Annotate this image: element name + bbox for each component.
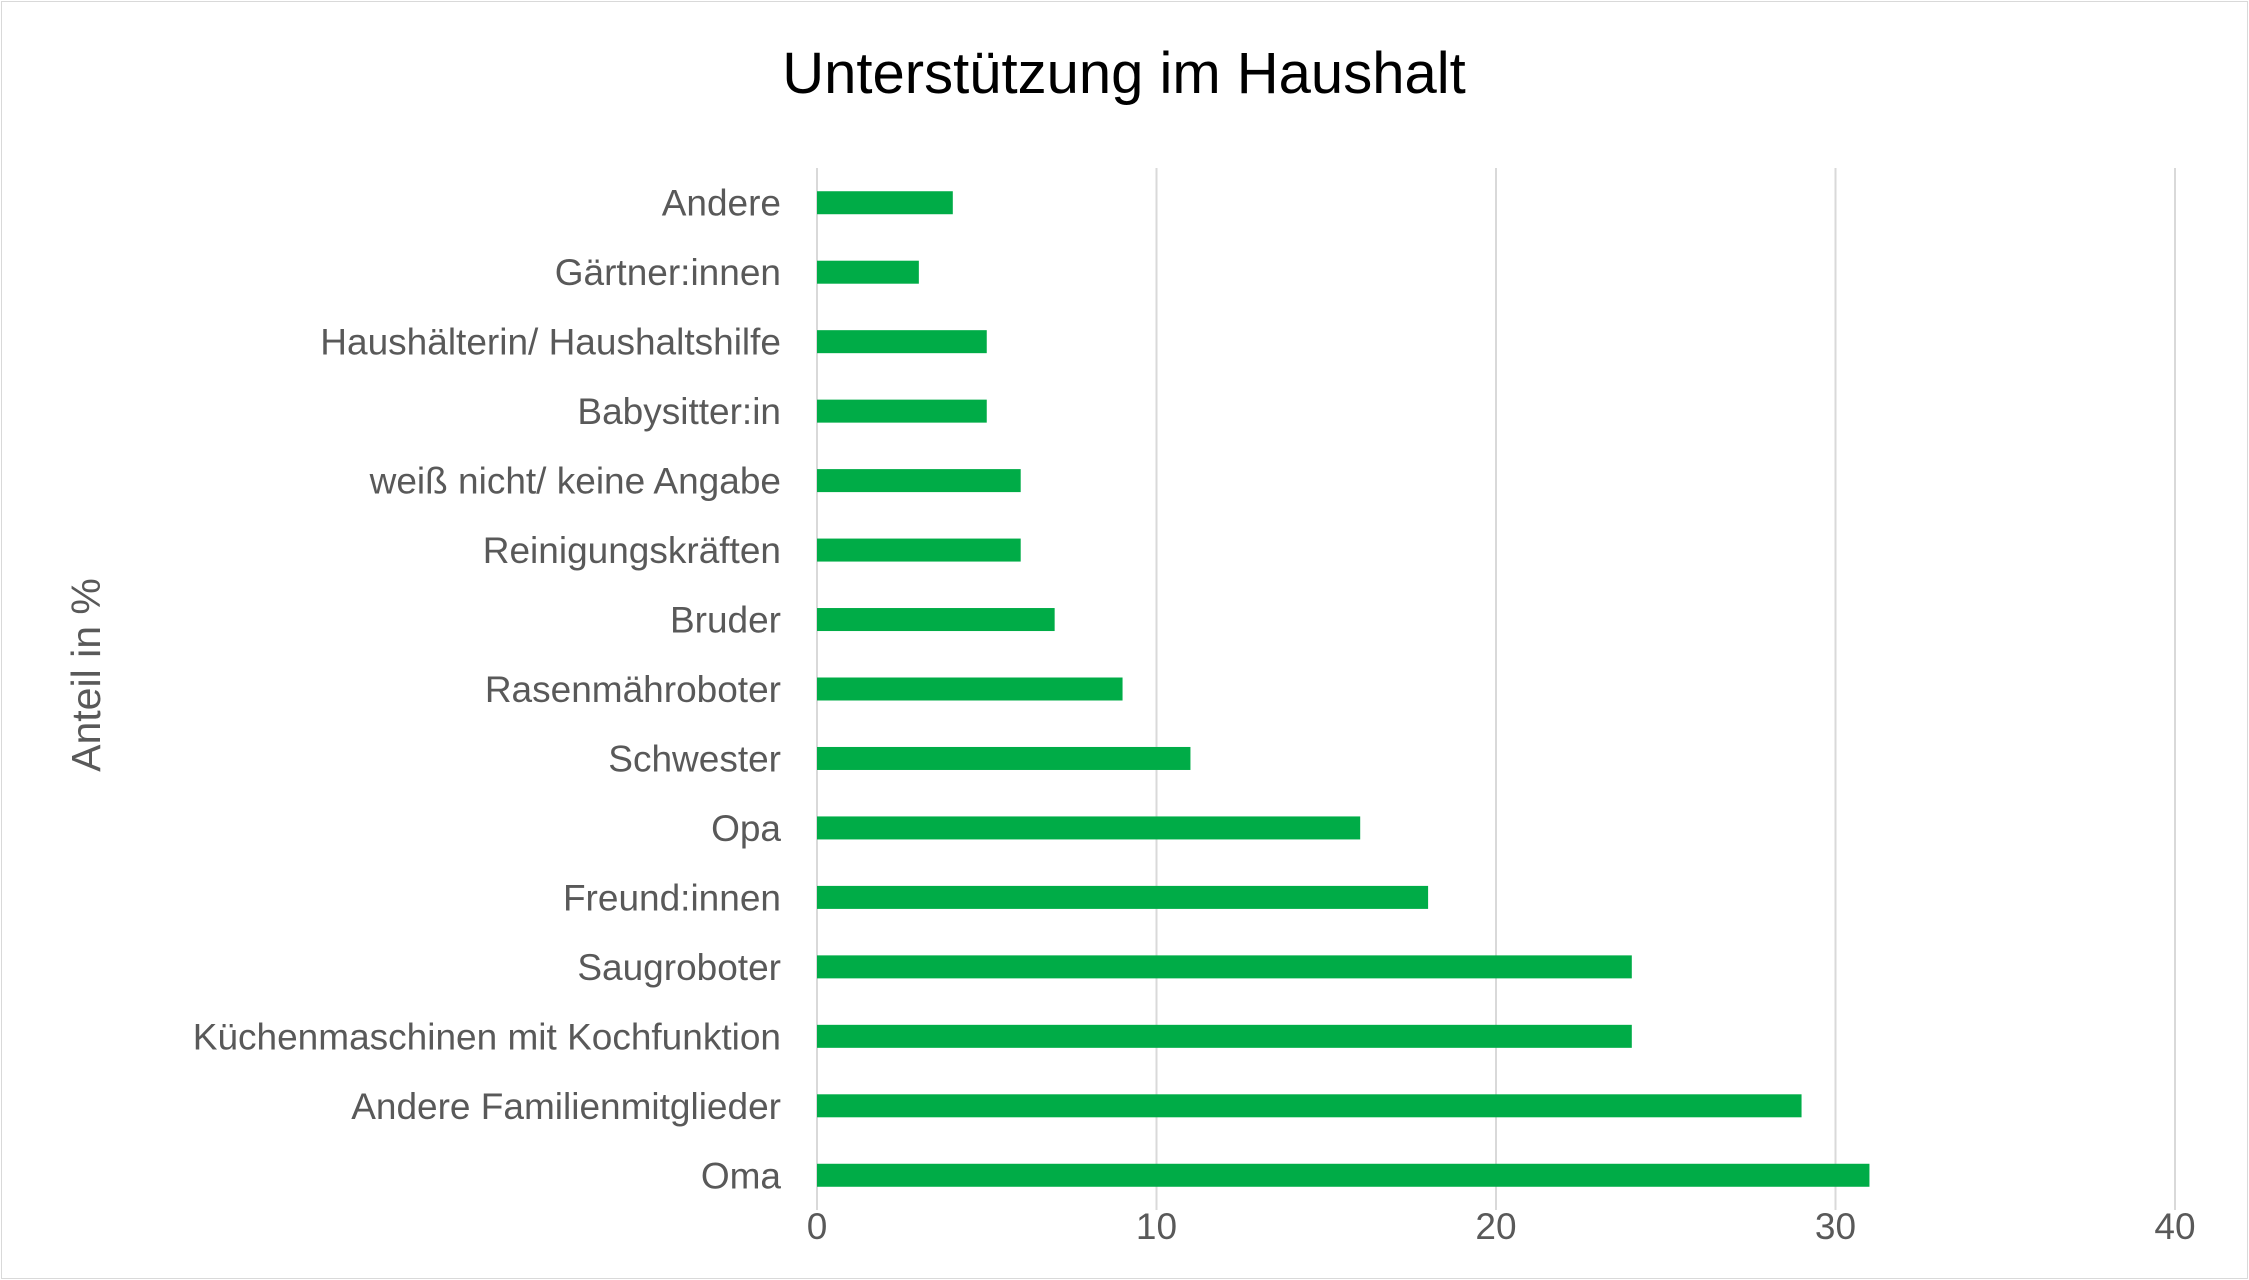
category-label-4: Saugroboter bbox=[577, 947, 781, 988]
bar-1 bbox=[817, 1163, 1870, 1187]
category-label-6: Opa bbox=[711, 808, 781, 849]
x-tick-labels: 0 10 20 30 40 bbox=[807, 1206, 2196, 1247]
x-tick-label-10: 10 bbox=[1136, 1206, 1177, 1247]
bar-14 bbox=[817, 260, 919, 284]
category-labels: Oma Andere Familienmitglieder Küchenmaschi… bbox=[193, 183, 782, 1197]
bar-8 bbox=[817, 677, 1123, 701]
bar-4 bbox=[817, 955, 1632, 979]
category-label-14: Gärtner:innen bbox=[555, 252, 781, 293]
bar-6 bbox=[817, 816, 1361, 840]
category-label-2: Andere Familienmitglieder bbox=[351, 1086, 781, 1127]
category-label-11: weiß nicht/ keine Angabe bbox=[369, 461, 781, 502]
chart-title: Unterstützung im Haushalt bbox=[782, 41, 1465, 106]
bar-7 bbox=[817, 746, 1191, 770]
category-label-12: Babysitter:in bbox=[577, 391, 781, 432]
category-label-13: Haushälterin/ Haushaltshilfe bbox=[320, 322, 781, 363]
bar-9 bbox=[817, 608, 1055, 632]
bar-2 bbox=[817, 1094, 1802, 1118]
bar-5 bbox=[817, 885, 1429, 909]
bar-10 bbox=[817, 538, 1021, 562]
y-axis-label: Anteil in % bbox=[63, 578, 109, 772]
category-label-8: Rasenmähroboter bbox=[485, 669, 781, 710]
category-label-5: Freund:innen bbox=[563, 877, 781, 918]
category-label-3: Küchenmaschinen mit Kochfunktion bbox=[193, 1016, 781, 1057]
category-label-10: Reinigungskräften bbox=[483, 530, 781, 571]
bar-11 bbox=[817, 469, 1021, 493]
category-label-9: Bruder bbox=[670, 600, 781, 641]
bar-13 bbox=[817, 330, 987, 354]
x-tick-label-0: 0 bbox=[807, 1206, 828, 1247]
bar-12 bbox=[817, 399, 987, 423]
bar-15 bbox=[817, 191, 953, 215]
x-tick-label-40: 40 bbox=[2154, 1206, 2195, 1247]
category-label-1: Oma bbox=[701, 1155, 782, 1196]
x-tick-label-20: 20 bbox=[1475, 1206, 1516, 1247]
bar-3 bbox=[817, 1024, 1632, 1048]
category-label-7: Schwester bbox=[608, 738, 781, 779]
bars bbox=[817, 191, 1870, 1187]
category-label-15: Andere bbox=[662, 183, 781, 224]
x-tick-label-30: 30 bbox=[1815, 1206, 1856, 1247]
